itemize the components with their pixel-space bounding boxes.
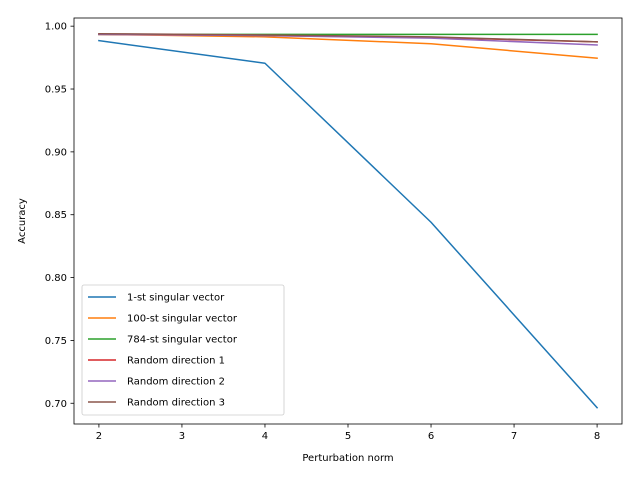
y-tick-label: 0.95 — [45, 85, 67, 96]
x-tick-label: 2 — [96, 431, 102, 442]
legend-box — [81, 284, 285, 416]
legend-entry-label: Random direction 1 — [127, 356, 225, 367]
y-tick-label: 0.70 — [45, 399, 67, 410]
x-tick-label: 7 — [511, 431, 517, 442]
legend-entry-label: 784-st singular vector — [127, 335, 238, 346]
y-tick-label: 0.80 — [45, 273, 67, 284]
legend: 1-st singular vector 100-st singular vect… — [81, 284, 285, 416]
legend-entry-label: 100-st singular vector — [127, 314, 238, 325]
legend-entry-label: Random direction 3 — [127, 398, 225, 409]
series-line-6 — [98, 32, 598, 43]
x-axis: 2 3 4 5 6 7 8 — [96, 424, 600, 442]
plot-frame — [73, 17, 623, 425]
y-axis-label: Accuracy — [17, 198, 28, 244]
x-tick-label: 3 — [179, 431, 185, 442]
y-tick-label: 0.90 — [45, 147, 67, 158]
y-tick-label: 0.85 — [45, 210, 67, 221]
legend-entry-label: Random direction 2 — [127, 377, 225, 388]
y-tick-label: 1.00 — [45, 22, 67, 33]
x-axis-label: Perturbation norm — [302, 453, 393, 464]
series-line-2 — [98, 33, 598, 60]
series-line-1 — [98, 39, 599, 409]
x-tick-label: 8 — [594, 431, 600, 442]
x-tick-label: 4 — [262, 431, 268, 442]
y-axis: 0.70 0.75 0.80 0.85 0.90 0.95 1.00 — [45, 22, 74, 410]
plot-area — [98, 32, 599, 409]
x-tick-label: 6 — [428, 431, 434, 442]
legend-entry-label: 1-st singular vector — [127, 293, 225, 304]
x-tick-label: 5 — [345, 431, 351, 442]
y-tick-label: 0.75 — [45, 336, 67, 347]
